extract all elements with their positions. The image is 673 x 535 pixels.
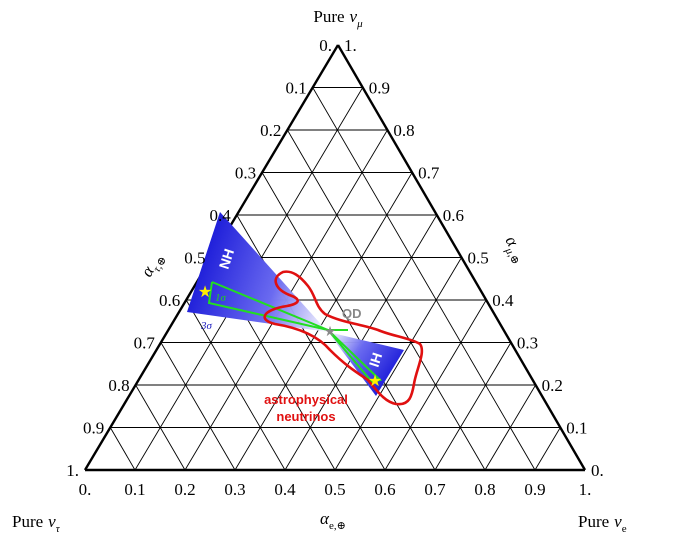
tick-label: 0.3 [517, 334, 538, 353]
axis-title-left: ατ,⊕ [137, 249, 169, 282]
triangle-edge [336, 44, 587, 471]
grid-line [534, 427, 561, 471]
one-sigma-region [207, 281, 382, 384]
tick-label: 0.1 [285, 79, 306, 98]
ih-label: IH [366, 351, 386, 369]
tick-label: 0.7 [134, 334, 156, 353]
corner-label-left: Pure ντ [12, 512, 61, 535]
one-sigma-label: 1σ [215, 292, 227, 304]
tick-label: 0.2 [260, 121, 281, 140]
tick-label: 0. [591, 461, 604, 480]
left-tick-labels: 0. 0.1 0.2 0.3 0.4 0.5 0.6 0.7 0.8 0.9 1. [66, 36, 332, 480]
tick-label: 1. [344, 36, 357, 55]
grid-line [160, 342, 236, 471]
three-sigma-label: 3σ [200, 320, 213, 332]
tick-label: 0.5 [324, 480, 345, 499]
tick-label: 0.9 [83, 419, 104, 438]
axis-title-right: αμ,⊕ [498, 233, 531, 267]
qd-label: QD [342, 306, 362, 321]
tick-label: 1. [579, 480, 592, 499]
tick-label: 0.9 [524, 480, 545, 499]
tick-label: 0.5 [184, 249, 205, 268]
bottom-tick-labels: 0. 0.1 0.2 0.3 0.4 0.5 0.6 0.7 0.8 0.9 1. [79, 480, 592, 499]
grid-line [287, 129, 486, 471]
tick-label: 0.1 [124, 480, 145, 499]
astrophysical-label-line2: neutrinos [276, 409, 335, 424]
qd-star: ★ [324, 323, 337, 339]
corner-label-right: Pure νe [578, 512, 627, 535]
astrophysical-label-line1: astrophysical [264, 392, 348, 407]
tick-label: 0.8 [108, 376, 129, 395]
grid-line [334, 257, 462, 471]
tick-label: 0.4 [210, 206, 232, 225]
nh-label: NH [216, 247, 237, 271]
tick-label: 1. [66, 461, 79, 480]
tick-label: 0. [79, 480, 92, 499]
tick-label: 0.8 [393, 121, 414, 140]
grid-line [234, 172, 413, 471]
tick-label: 0. [319, 36, 332, 55]
tick-label: 0.6 [443, 206, 464, 225]
tick-label: 0.4 [492, 291, 514, 310]
tick-label: 0.2 [542, 376, 563, 395]
nh-band [187, 212, 328, 332]
astrophysical-contour [263, 270, 424, 406]
corner-label-top: Pure νμ [313, 7, 363, 30]
tick-label: 0.5 [468, 249, 489, 268]
grid-line [434, 342, 512, 471]
tick-label: 0.9 [369, 79, 390, 98]
grid-line [109, 427, 136, 471]
tick-label: 0.7 [424, 480, 446, 499]
grid-line [312, 87, 536, 471]
axis-title-bottom: αe,⊕ [320, 509, 346, 532]
tick-label: 0.1 [566, 419, 587, 438]
ih-best-fit-star: ★ [368, 373, 382, 390]
tick-label: 0.3 [235, 164, 256, 183]
tick-label: 0.7 [418, 164, 440, 183]
tick-label: 0.6 [159, 291, 180, 310]
tick-label: 0.8 [474, 480, 495, 499]
tick-label: 0.6 [374, 480, 395, 499]
tick-label: 0.4 [274, 480, 296, 499]
tick-label: 0.2 [174, 480, 195, 499]
right-tick-labels: 0. 0.1 0.2 0.3 0.4 0.5 0.6 0.7 0.8 0.9 1. [344, 36, 604, 480]
tick-label: 0.3 [224, 480, 245, 499]
nh-best-fit-star: ★ [198, 284, 212, 301]
